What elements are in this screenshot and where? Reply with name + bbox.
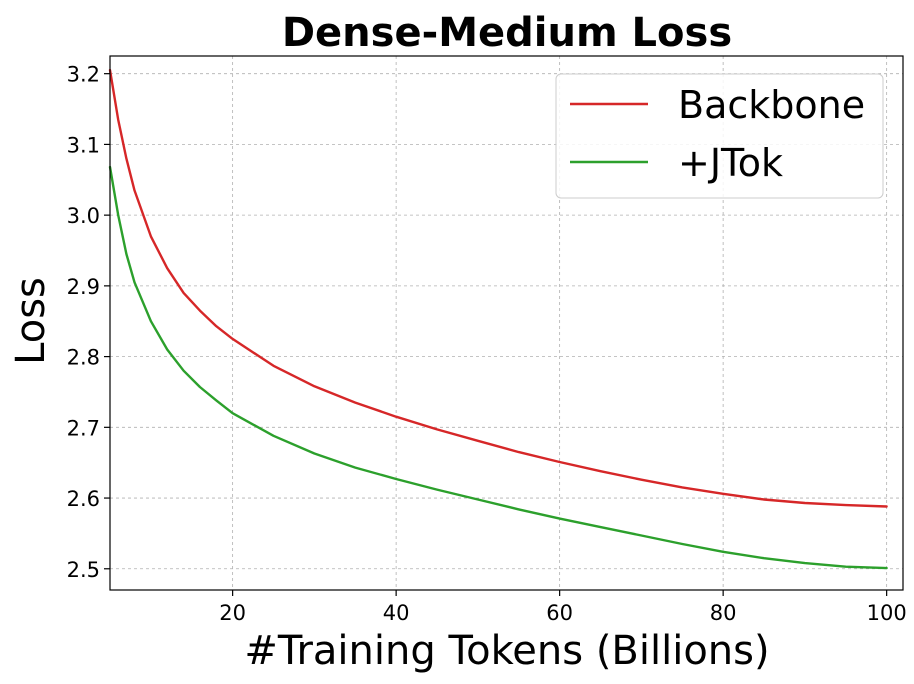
legend: Backbone +JTok: [555, 73, 884, 199]
y-tick-label: 2.7: [67, 416, 100, 440]
legend-label-1: +JTok: [678, 141, 783, 185]
x-tick-label: 20: [219, 601, 246, 625]
x-tick-label: 60: [546, 601, 573, 625]
series-lines: [108, 68, 888, 570]
y-tick-label: 3.1: [67, 133, 100, 157]
chart-title: Dense-Medium Loss: [282, 10, 732, 56]
x-axis-label: #Training Tokens (Billions): [244, 628, 769, 674]
y-tick-label: 3.2: [67, 63, 100, 87]
axis-ticks: 20 40 60 80 100 2.5 2.6 2.7 2.8 2.9 3.0 3.1 3.2: [67, 63, 907, 625]
legend-label-0: Backbone: [678, 83, 865, 127]
y-tick-label: 2.8: [67, 346, 100, 370]
plot-frame: [109, 55, 904, 591]
x-tick-label: 80: [710, 601, 737, 625]
series-line-0: [108, 68, 888, 508]
y-tick-label: 3.0: [67, 204, 100, 228]
x-tick-label: 40: [383, 601, 410, 625]
y-axis-label: Loss: [8, 277, 54, 365]
y-tick-label: 2.5: [67, 558, 100, 582]
x-tick-label: 100: [867, 601, 907, 625]
y-tick-label: 2.6: [67, 487, 100, 511]
series-line-1: [108, 165, 888, 570]
y-tick-label: 2.9: [67, 275, 100, 299]
